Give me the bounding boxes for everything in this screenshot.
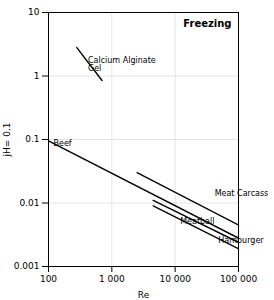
svg-text:Re: Re	[138, 290, 150, 300]
svg-text:100: 100	[40, 274, 57, 284]
svg-text:0.01: 0.01	[19, 198, 39, 208]
svg-text:Calcium AlginateGel: Calcium AlginateGel	[88, 56, 156, 73]
svg-text:10 000: 10 000	[159, 274, 191, 284]
svg-text:Meat Carcass: Meat Carcass	[215, 189, 269, 198]
svg-text:1 000: 1 000	[99, 274, 125, 284]
svg-text:100 000: 100 000	[220, 274, 257, 284]
svg-text:0.1: 0.1	[25, 134, 39, 144]
svg-text:Meatball: Meatball	[180, 217, 214, 226]
svg-text:10: 10	[28, 7, 40, 17]
svg-text:Beef: Beef	[54, 139, 72, 148]
svg-text:Hamburger: Hamburger	[218, 236, 264, 245]
svg-text:1: 1	[34, 71, 40, 81]
svg-text:jH= 0.1: jH= 0.1	[2, 123, 12, 158]
svg-text:0.001: 0.001	[14, 261, 40, 271]
svg-text:Freezing: Freezing	[183, 18, 231, 29]
